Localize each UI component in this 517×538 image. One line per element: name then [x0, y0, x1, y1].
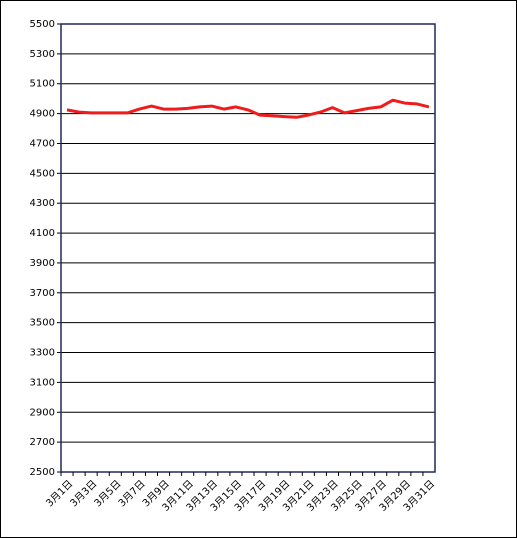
y-tick-label: 2900 [30, 407, 55, 418]
y-tick-label: 5100 [30, 79, 55, 90]
y-tick-label: 3300 [30, 348, 55, 359]
y-tick-label: 5300 [30, 49, 55, 60]
y-tick-label: 2500 [30, 467, 55, 478]
y-tick-label: 2700 [30, 437, 55, 448]
plot-border [60, 23, 436, 473]
data-line [66, 98, 430, 119]
y-tick-label: 4700 [30, 138, 55, 149]
y-tick-label: 3900 [30, 258, 55, 269]
y-tick-label: 5500 [30, 19, 55, 30]
y-tick-label: 3100 [30, 377, 55, 388]
y-tick-label: 4500 [30, 168, 55, 179]
y-tick-label: 3500 [30, 318, 55, 329]
y-tick-label: 4100 [30, 228, 55, 239]
y-tick-label: 4900 [30, 109, 55, 120]
y-tick-label: 4300 [30, 198, 55, 209]
y-tick-label: 3700 [30, 288, 55, 299]
